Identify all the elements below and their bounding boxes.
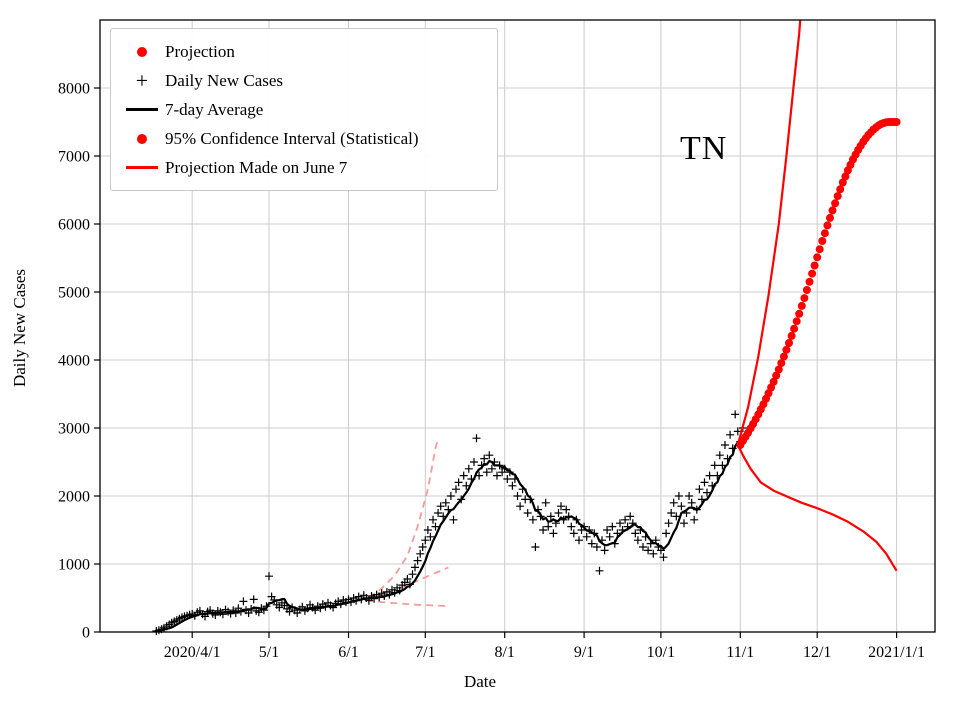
legend-item-confidence-interval: 95% Confidence Interval (Statistical) — [119, 124, 483, 153]
svg-text:6000: 6000 — [58, 217, 90, 234]
y-axis-title: Daily New Cases — [10, 268, 29, 388]
svg-text:4000: 4000 — [58, 353, 90, 370]
svg-text:3000: 3000 — [58, 421, 90, 438]
svg-text:5000: 5000 — [58, 285, 90, 302]
svg-text:2021/1/1: 2021/1/1 — [868, 644, 925, 661]
svg-text:2000: 2000 — [58, 489, 90, 506]
x-axis-title: Date — [463, 672, 497, 691]
legend-item-june7-projection: Projection Made on June 7 — [119, 153, 483, 182]
svg-text:7000: 7000 — [58, 149, 90, 166]
svg-text:8000: 8000 — [58, 81, 90, 98]
svg-text:8/1: 8/1 — [494, 644, 514, 661]
svg-text:10/1: 10/1 — [647, 644, 675, 661]
series-daily-markers — [152, 410, 747, 635]
legend-label: Projection — [165, 41, 235, 61]
svg-text:5/1: 5/1 — [259, 644, 279, 661]
svg-text:0: 0 — [82, 625, 90, 642]
legend-label: Projection Made on June 7 — [165, 157, 348, 177]
svg-text:11/1: 11/1 — [726, 644, 754, 661]
projection-dot-icon — [119, 46, 165, 57]
legend-item-projection: Projection — [119, 37, 483, 66]
projection-line-icon — [119, 166, 165, 169]
average-line-icon — [119, 108, 165, 111]
series-june7_upper — [368, 437, 439, 599]
svg-text:2020/4/1: 2020/4/1 — [164, 644, 221, 661]
legend-item-7-day-average: 7-day Average — [119, 95, 483, 124]
legend-label: Daily New Cases — [165, 70, 284, 90]
series-ci_lower — [736, 444, 898, 572]
plot-border — [99, 19, 936, 633]
legend-label: 95% Confidence Interval (Statistical) — [165, 128, 419, 148]
legend: Projection + Daily New Cases 7-day Avera… — [110, 28, 498, 191]
svg-text:1000: 1000 — [58, 557, 90, 574]
series-projection — [736, 118, 901, 449]
series-june7_lower — [366, 599, 449, 608]
legend-label: 7-day Average — [165, 99, 264, 119]
state-annotation: TN — [680, 130, 728, 167]
plus-marker-icon: + — [135, 67, 149, 93]
series-ci_upper — [736, 20, 802, 446]
series-avg7 — [156, 435, 744, 632]
y-tick-labels: 0 1000 2000 3000 4000 5000 6000 7000 8000 — [58, 81, 100, 642]
confidence-dot-icon — [119, 133, 165, 144]
svg-text:7/1: 7/1 — [415, 644, 435, 661]
svg-text:6/1: 6/1 — [338, 644, 358, 661]
x-tick-labels: 2020/4/1 5/1 6/1 7/1 8/1 9/1 10/1 11/1 12/1 2021/… — [164, 632, 925, 661]
legend-item-daily-new-cases: + Daily New Cases — [119, 66, 483, 95]
svg-text:12/1: 12/1 — [803, 644, 831, 661]
svg-text:9/1: 9/1 — [574, 644, 594, 661]
